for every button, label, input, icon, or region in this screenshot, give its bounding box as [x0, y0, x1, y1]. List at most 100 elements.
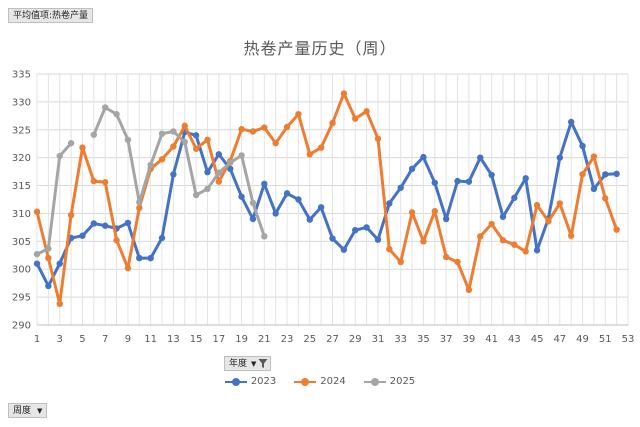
data-point: [283, 123, 291, 131]
data-point: [158, 234, 166, 242]
data-point: [67, 139, 75, 147]
x-tick-label: 1: [34, 334, 40, 345]
data-point: [215, 151, 223, 158]
data-point: [306, 151, 313, 158]
data-point: [511, 194, 518, 202]
data-point: [249, 128, 257, 135]
x-tick-label: 37: [440, 334, 453, 345]
data-point: [477, 154, 484, 161]
data-point: [317, 144, 325, 151]
data-point: [579, 142, 586, 150]
legend-item: 2025: [363, 376, 415, 387]
data-point: [295, 196, 302, 203]
data-point: [249, 215, 257, 223]
data-point: [442, 215, 450, 223]
series-field-button[interactable]: 年度 ▼: [224, 356, 272, 371]
x-tick-label: 7: [102, 334, 108, 345]
data-point: [101, 104, 109, 111]
data-point: [306, 216, 313, 223]
data-point: [79, 232, 86, 239]
data-point: [136, 204, 143, 212]
data-point: [295, 110, 302, 118]
x-tick-label: 49: [576, 334, 589, 345]
legend-item: 2023: [224, 376, 277, 387]
x-tick-label: 39: [463, 334, 476, 345]
data-point: [340, 90, 348, 97]
legend-label: 2023: [250, 376, 277, 387]
data-point: [204, 185, 211, 193]
data-point: [340, 246, 348, 253]
data-point: [283, 190, 291, 197]
data-point: [192, 145, 200, 152]
data-point: [204, 136, 211, 144]
data-point: [204, 168, 211, 176]
data-point: [408, 209, 416, 216]
value-field-button[interactable]: 平均值项:热卷产量: [8, 8, 94, 23]
series-2025: [33, 104, 268, 258]
data-point: [238, 152, 245, 159]
data-point: [317, 204, 325, 211]
data-point: [227, 165, 234, 173]
data-point: [33, 250, 41, 258]
filter-icon: [258, 359, 268, 368]
x-tick-label: 17: [212, 334, 225, 345]
data-point: [124, 264, 132, 272]
data-point: [522, 175, 529, 182]
data-point: [431, 179, 438, 186]
legend-swatch: [294, 377, 317, 386]
data-point: [465, 286, 473, 294]
x-tick-label: 21: [258, 334, 271, 345]
data-point: [567, 232, 575, 239]
data-point: [533, 201, 541, 209]
x-tick-label: 33: [394, 334, 407, 345]
data-point: [261, 124, 268, 131]
data-point: [477, 233, 484, 240]
series-lines: [33, 90, 620, 308]
x-tick-label: 23: [281, 334, 294, 345]
data-point: [45, 245, 52, 252]
data-point: [249, 199, 257, 207]
x-tick-label: 19: [235, 334, 248, 345]
data-point: [33, 260, 41, 267]
series-2023: [33, 118, 620, 290]
data-point: [45, 282, 52, 290]
data-point: [465, 178, 473, 185]
data-point: [181, 122, 188, 130]
x-tick-label: 15: [190, 334, 203, 345]
data-point: [567, 118, 575, 126]
series-line: [35, 141, 73, 256]
legend-item: 2024: [294, 376, 346, 387]
data-point: [590, 153, 598, 160]
data-point: [101, 179, 109, 186]
data-point: [33, 208, 41, 215]
x-tick-label: 41: [485, 334, 498, 345]
data-point: [215, 178, 223, 185]
data-point: [136, 199, 143, 206]
series-field-label: 年度: [229, 359, 248, 369]
data-point: [158, 156, 166, 163]
dropdown-arrow-icon: ▼: [37, 407, 43, 415]
x-tick-label: 45: [531, 334, 544, 345]
chart-legend: 2023 2024 2025: [0, 376, 640, 387]
data-point: [454, 258, 461, 266]
data-point: [56, 260, 63, 267]
series-2024: [33, 90, 620, 308]
data-point: [113, 110, 120, 118]
data-point: [420, 153, 427, 161]
legend-swatch: [224, 377, 247, 386]
data-point: [386, 200, 393, 207]
data-point: [79, 144, 86, 151]
y-tick-label: 325: [12, 125, 31, 136]
legend-swatch: [363, 377, 386, 386]
dropdown-arrow-icon: ▼: [251, 360, 257, 368]
data-point: [533, 247, 541, 254]
x-tick-label: 29: [349, 334, 362, 345]
grid-lines: [36, 73, 629, 326]
data-point: [136, 254, 143, 262]
axis-field-button[interactable]: 周度 ▼: [8, 403, 48, 418]
data-point: [261, 233, 268, 240]
data-point: [272, 210, 279, 217]
series-line: [35, 92, 619, 306]
